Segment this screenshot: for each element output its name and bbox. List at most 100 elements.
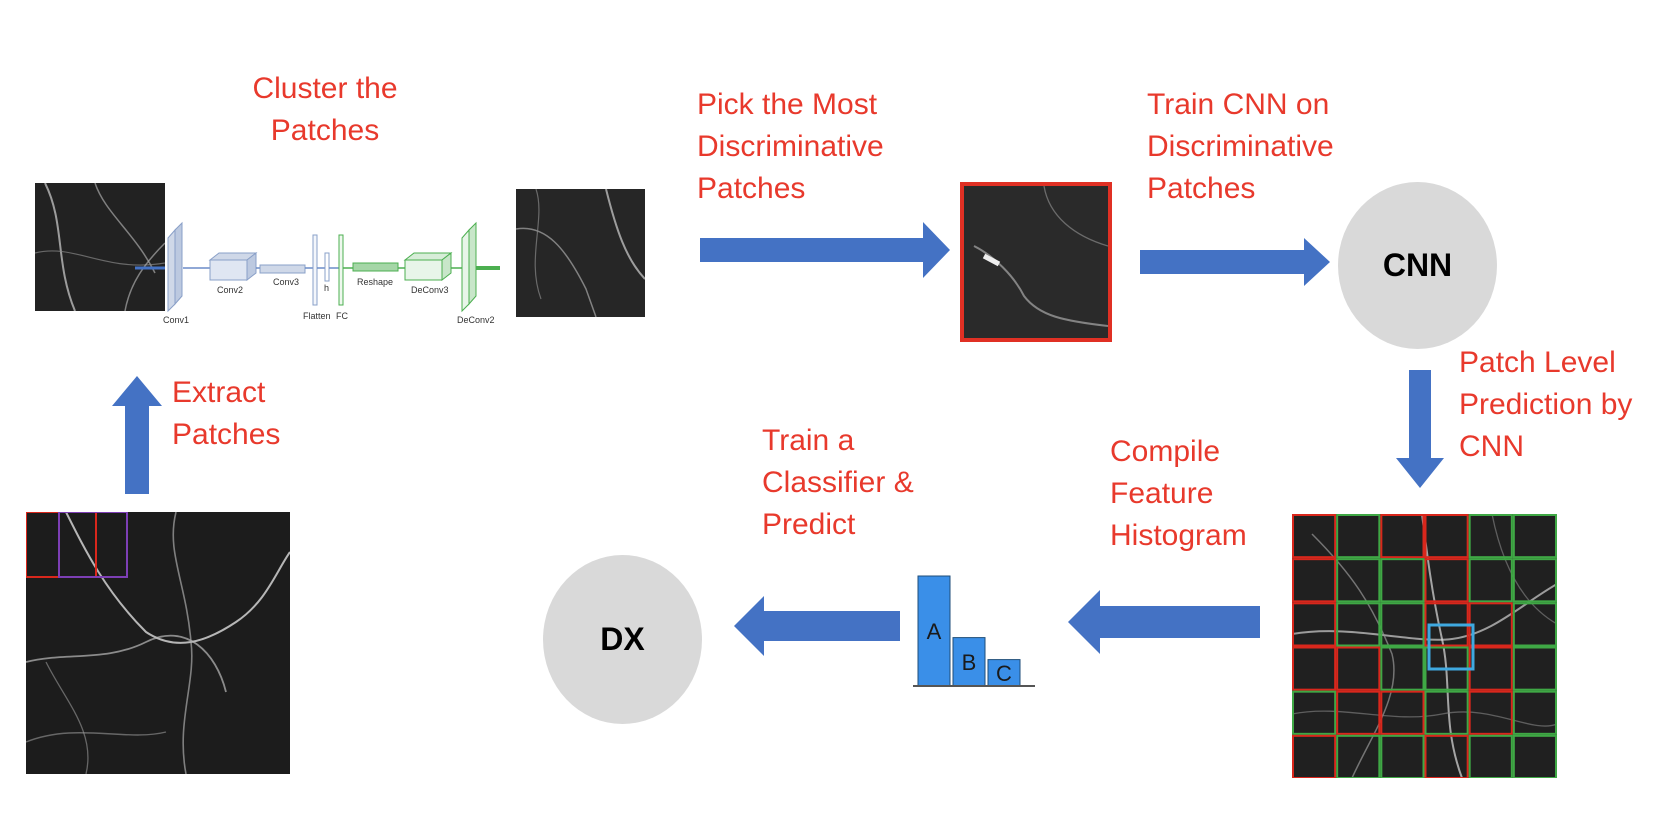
input-patch-image (35, 183, 165, 311)
patch-prediction-grid-image (1292, 514, 1557, 778)
deconv2-block (461, 228, 470, 313)
nerve-texture (516, 189, 645, 317)
grid-cell (1424, 558, 1469, 603)
grid-cell (1292, 646, 1337, 691)
layer-label-flatten: Flatten (303, 311, 331, 321)
grid-cell (1380, 602, 1425, 647)
cnn-node-label: CNN (1382, 247, 1453, 283)
arrow-extract-up (112, 376, 162, 494)
label-line: Cluster the (252, 72, 398, 105)
arrow-cnn-down (1396, 370, 1444, 488)
nerve-texture (964, 186, 1108, 338)
conv1-block (167, 228, 176, 313)
histogram-bar-c (987, 659, 1021, 687)
grid-cell (1468, 558, 1513, 603)
h-block (324, 252, 330, 282)
reconstructed-patch-image (516, 189, 645, 317)
deconv3-block (404, 259, 443, 281)
grid-cell (1336, 602, 1381, 647)
label-line: Patches (1147, 172, 1256, 205)
layer-label-conv1: Conv1 (163, 315, 189, 325)
label-cluster-patches: Cluster the Patches (250, 68, 400, 152)
label-patch-level-prediction: Patch Level Prediction by CNN (1459, 342, 1632, 468)
histogram-bar-label: B (962, 650, 977, 675)
reshape-block (352, 262, 399, 272)
nerve-texture (35, 183, 165, 311)
grid-cell (1468, 690, 1513, 735)
dx-node-label: DX (600, 621, 645, 657)
grid-cell (1512, 558, 1557, 603)
autoencoder-diagram: Conv1 Conv2 Conv3 Flatten h FC Reshape D… (135, 221, 500, 325)
cnn-node: CNN (1338, 182, 1497, 349)
layer-label-h: h (324, 283, 329, 293)
label-line: Patches (172, 418, 281, 451)
discriminative-patch-image (960, 182, 1112, 342)
layer-label-conv3: Conv3 (273, 277, 299, 287)
histogram-bar-label: C (996, 661, 1012, 686)
grid-cell (1292, 602, 1337, 647)
grid-cell (1512, 646, 1557, 691)
label-compile-histogram: Compile Feature Histogram (1110, 431, 1247, 557)
grid-cell (1512, 602, 1557, 647)
conv3-block (259, 264, 306, 274)
label-line: Prediction by (1459, 388, 1633, 421)
grid-cell (1512, 690, 1557, 735)
label-line: Predict (762, 508, 856, 541)
label-pick-discriminative: Pick the Most Discriminative Patches (697, 84, 884, 210)
feature-histogram: AB C (913, 575, 1035, 687)
label-line: Train CNN on (1147, 88, 1330, 121)
label-line: Patches (270, 114, 380, 147)
label-line: Train a (762, 424, 855, 457)
grid-cell (1292, 690, 1337, 735)
label-line: Extract (172, 376, 266, 409)
label-line: Classifier & (762, 466, 914, 499)
label-line: Compile (1110, 435, 1221, 468)
grid-cell (1512, 514, 1557, 559)
grid-cell (1380, 514, 1425, 559)
label-line: Patch Level (1459, 346, 1616, 379)
grid-cell (1292, 558, 1337, 603)
dx-node: DX (543, 555, 702, 724)
label-train-cnn: Train CNN on Discriminative Patches (1147, 84, 1334, 210)
label-line: Discriminative (1147, 130, 1334, 163)
highlighted-cell (1427, 623, 1475, 671)
arrow-to-dx (734, 596, 900, 656)
patch-box-purple (58, 512, 128, 578)
grid-cell (1292, 514, 1337, 559)
label-line: Patches (697, 172, 806, 205)
grid-cell (1380, 646, 1425, 691)
grid-cell (1336, 558, 1381, 603)
label-line: CNN (1459, 430, 1524, 463)
full-corneal-image (26, 512, 290, 774)
grid-cell (1336, 646, 1381, 691)
grid-cell (1336, 690, 1381, 735)
grid-cells (1292, 514, 1557, 778)
grid-cell (1336, 514, 1381, 559)
histogram-bar-label: A (927, 619, 942, 644)
histogram-bar-b (952, 637, 986, 687)
conv2-block (209, 259, 248, 281)
layer-label-deconv2: DeConv2 (457, 315, 495, 325)
label-line: Discriminative (697, 130, 884, 163)
arrow-to-cnn (1140, 238, 1330, 286)
grid-cell (1380, 558, 1425, 603)
layer-label-fc: FC (336, 311, 348, 321)
label-line: Pick the Most (697, 88, 878, 121)
arrow-to-discriminative-patch (700, 222, 950, 278)
arrow-to-histogram (1068, 590, 1260, 654)
grid-cell (1424, 514, 1469, 559)
nerve-texture (26, 512, 290, 774)
fc-block (338, 234, 344, 306)
flatten-block (312, 234, 318, 306)
layer-label-conv2: Conv2 (217, 285, 243, 295)
prediction-grid (1292, 514, 1557, 778)
histogram-bar-a (917, 575, 951, 687)
grid-cell (1424, 690, 1469, 735)
label-extract-patches: Extract Patches (172, 372, 280, 456)
layer-label-reshape: Reshape (357, 277, 393, 287)
label-line: Feature (1110, 477, 1214, 510)
grid-cell (1380, 690, 1425, 735)
label-train-classifier: Train a Classifier & Predict (762, 420, 914, 546)
label-line: Histogram (1110, 519, 1247, 552)
grid-cell (1468, 514, 1513, 559)
